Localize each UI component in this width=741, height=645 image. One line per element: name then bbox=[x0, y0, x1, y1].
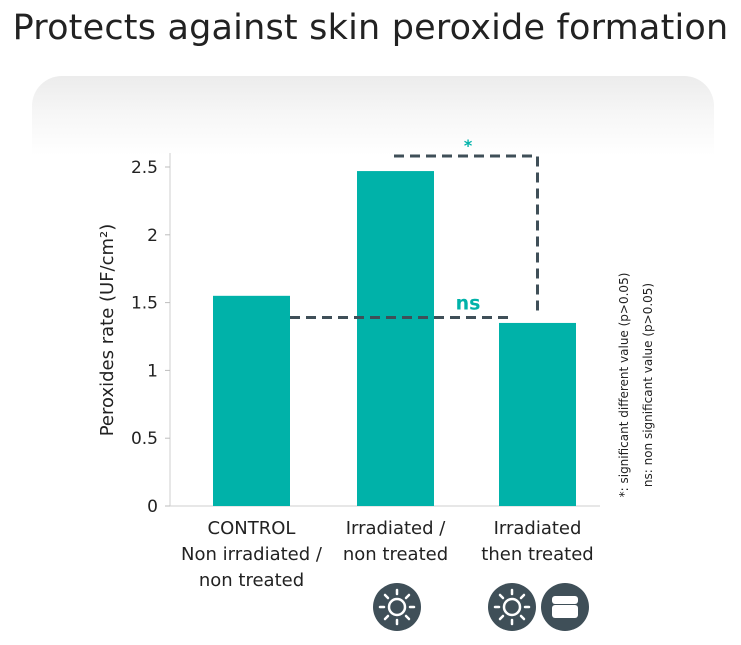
footnote-significant: *: significant different value (p>0.05) bbox=[617, 273, 631, 498]
x-category-line: non treated bbox=[198, 570, 305, 591]
y-tick-label: 0 bbox=[147, 497, 158, 517]
x-category-label: Irradiated / non treated bbox=[316, 516, 476, 568]
cream-jar-icon bbox=[541, 583, 589, 631]
significance-marker: * bbox=[464, 136, 473, 155]
bar bbox=[357, 171, 434, 506]
footnote-ns: ns: non significant value (p>0.05) bbox=[641, 283, 655, 487]
significance-bracket bbox=[394, 154, 539, 313]
chart-title: Protects against skin peroxide formation bbox=[12, 8, 729, 48]
x-category-line: Non irradiated / bbox=[181, 544, 322, 565]
sun-icon bbox=[373, 583, 421, 631]
sun-icon bbox=[488, 583, 536, 631]
x-category-line: then treated bbox=[481, 544, 594, 565]
y-tick-label: 1.5 bbox=[131, 294, 158, 314]
bar bbox=[213, 295, 290, 506]
x-category-line: Irradiated / bbox=[345, 518, 446, 539]
header-panel bbox=[32, 76, 714, 156]
y-axis-label: Peroxides rate (UF/cm²) bbox=[97, 224, 118, 437]
x-category-line: Irradiated bbox=[493, 518, 582, 539]
y-tick-label: 0.5 bbox=[131, 429, 158, 449]
y-tick-label: 2 bbox=[147, 226, 158, 246]
bar bbox=[499, 322, 576, 506]
x-category-line: CONTROL bbox=[207, 518, 296, 539]
y-tick-label: 1 bbox=[147, 361, 158, 381]
x-category-label: CONTROL Non irradiated / non treated bbox=[172, 516, 332, 594]
y-tick-label: 2.5 bbox=[131, 158, 158, 178]
ns-label: ns bbox=[456, 293, 481, 315]
x-category-label: Irradiated then treated bbox=[458, 516, 618, 568]
x-category-line: non treated bbox=[342, 544, 449, 565]
